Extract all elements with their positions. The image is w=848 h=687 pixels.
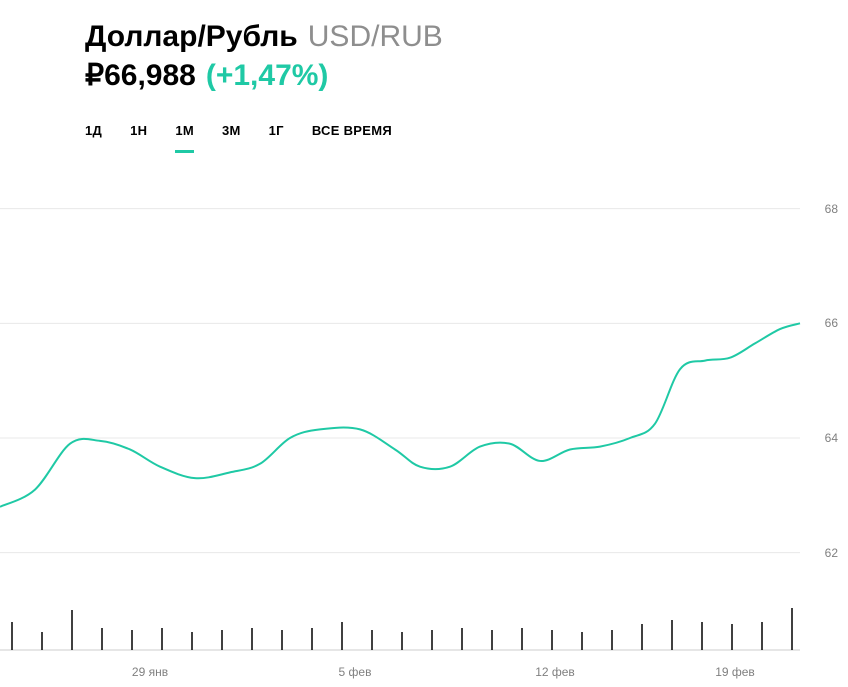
price-change: (+1,47%) [206, 59, 329, 93]
timeframe-tab[interactable]: 1М [175, 123, 194, 153]
x-axis-label: 19 фев [715, 665, 755, 679]
timeframe-tab[interactable]: 1Н [130, 123, 147, 153]
timeframe-tab[interactable]: 3М [222, 123, 241, 153]
y-axis-label: 62 [825, 546, 838, 560]
timeframe-tab[interactable]: ВСЕ ВРЕМЯ [312, 123, 392, 153]
chart-area: 62 64 66 68 29 янв 5 фев 12 фев 19 фев [0, 160, 848, 687]
y-axis-label: 66 [825, 316, 838, 330]
current-price: ₽66,988 [85, 58, 196, 93]
x-axis-label: 12 фев [535, 665, 575, 679]
x-axis-label: 5 фев [339, 665, 372, 679]
timeframe-tabs: 1Д 1Н 1М 3М 1Г ВСЕ ВРЕМЯ [0, 123, 848, 153]
price-chart[interactable] [0, 160, 848, 687]
y-axis-label: 64 [825, 431, 838, 445]
instrument-name: Доллар/Рубль [85, 20, 298, 54]
x-axis-label: 29 янв [132, 665, 168, 679]
timeframe-tab[interactable]: 1Д [85, 123, 102, 153]
y-axis-label: 68 [825, 202, 838, 216]
instrument-ticker: USD/RUB [308, 20, 443, 54]
chart-header: Доллар/Рубль USD/RUB ₽66,988 (+1,47%) [0, 0, 848, 93]
timeframe-tab[interactable]: 1Г [269, 123, 284, 153]
